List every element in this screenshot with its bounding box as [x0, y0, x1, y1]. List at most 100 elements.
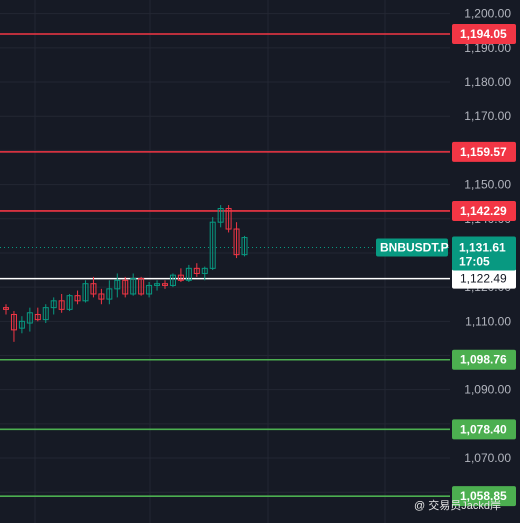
countdown-value: 17:05 — [459, 254, 490, 268]
level-tag-bg — [452, 486, 516, 507]
candle-body — [66, 295, 73, 310]
candle — [209, 217, 216, 271]
candle-body — [130, 278, 137, 295]
candle-body — [114, 279, 121, 290]
candle — [98, 288, 105, 305]
candle-body — [201, 267, 208, 274]
candle — [233, 222, 240, 259]
candle — [130, 273, 137, 296]
candle-body — [146, 284, 153, 295]
level-price-tag: 1,159.57 — [452, 141, 516, 162]
candle — [66, 293, 73, 312]
candle — [154, 280, 161, 291]
candle — [162, 280, 168, 289]
axis-tick-label: 1,170.00 — [464, 109, 511, 123]
candle — [50, 297, 57, 315]
candle-body — [98, 293, 105, 300]
candle — [185, 264, 192, 283]
level-tag-label: 1,058.85 — [460, 489, 507, 503]
candles — [3, 205, 248, 342]
candle — [114, 273, 121, 298]
price-levels — [0, 33, 450, 497]
candle — [146, 282, 153, 298]
level-tag-label: 1,098.76 — [460, 353, 507, 367]
candle-body — [42, 307, 49, 321]
candle-body — [193, 267, 200, 274]
candle — [201, 266, 208, 281]
candle-body — [58, 300, 65, 310]
candle-body — [209, 221, 216, 269]
candle-body — [241, 237, 248, 256]
level-price-tag: 1,142.29 — [452, 200, 516, 221]
level-price-tag: 1,058.85 — [452, 486, 516, 507]
candle — [34, 307, 41, 322]
symbol-tag-bg — [376, 238, 448, 257]
candle-body — [106, 288, 113, 300]
axis-tick-label: 1,150.00 — [464, 178, 511, 192]
candle-body — [177, 274, 184, 281]
candle-body — [90, 283, 97, 295]
level-tag-label: 1,122.49 — [460, 272, 507, 286]
candle-body — [138, 278, 145, 295]
candle-body — [225, 208, 232, 230]
candle-body — [233, 228, 240, 256]
candle-body — [162, 283, 168, 286]
price-tags: 1,194.05 1,159.57 1,142.29 1,122.49 1,098.76… — [376, 24, 516, 507]
candle-body — [3, 307, 9, 310]
watermark-text: @ 交易员Jackd岸 — [414, 500, 501, 512]
candle-body — [18, 320, 25, 329]
candle — [169, 273, 176, 288]
candle — [82, 280, 89, 303]
level-tag-bg — [452, 200, 516, 221]
level-tag-bg — [452, 141, 516, 162]
candle — [217, 205, 224, 228]
level-tag-bg — [452, 349, 516, 370]
axis-tick-label: 1,190.00 — [464, 41, 511, 55]
level-price-tag: 1,194.05 — [452, 24, 516, 45]
candle-body — [74, 295, 81, 302]
candle — [225, 205, 232, 233]
axis-tick-label: 1,200.00 — [464, 7, 511, 21]
level-tag-label: 1,078.40 — [460, 422, 507, 436]
symbol-label: BNBUSDT.P — [380, 240, 449, 254]
candle-body — [82, 283, 89, 302]
level-tag-label: 1,142.29 — [460, 204, 507, 218]
axis-tick-label: 1,090.00 — [464, 383, 511, 397]
axis-tick-label: 1,110.00 — [465, 314, 511, 328]
candle-body — [154, 283, 161, 286]
level-price-tag: 1,098.76 — [452, 349, 516, 370]
level-tag-label: 1,194.05 — [460, 27, 507, 41]
axis-tick-label: 1,070.00 — [464, 451, 511, 465]
candle-body — [217, 208, 224, 223]
level-price-tag: 1,122.49 — [452, 268, 516, 289]
level-tag-label: 1,159.57 — [460, 145, 507, 159]
candle — [58, 293, 65, 313]
candle — [18, 316, 25, 334]
candle-body — [169, 274, 176, 286]
candle — [42, 304, 49, 324]
candle-body — [50, 300, 57, 309]
last-price-tag-bg — [452, 236, 516, 271]
candle — [106, 280, 113, 305]
candle — [193, 263, 200, 277]
symbol-tag: BNBUSDT.P — [376, 238, 449, 257]
candle-body — [10, 313, 17, 331]
candle-body — [34, 313, 41, 321]
level-tag-bg — [452, 419, 516, 440]
candle-body — [122, 279, 129, 295]
candle — [122, 276, 129, 298]
candle-body — [185, 267, 192, 281]
candle — [138, 276, 145, 296]
last-price-value: 1,131.61 — [459, 240, 506, 254]
candle — [74, 290, 81, 305]
candle — [3, 304, 9, 315]
candle — [10, 311, 17, 342]
level-tag-bg — [452, 268, 516, 289]
level-price-tag: 1,078.40 — [452, 419, 516, 440]
level-tag-bg — [452, 24, 516, 45]
candle — [177, 268, 184, 283]
grid-lines — [0, 0, 450, 523]
